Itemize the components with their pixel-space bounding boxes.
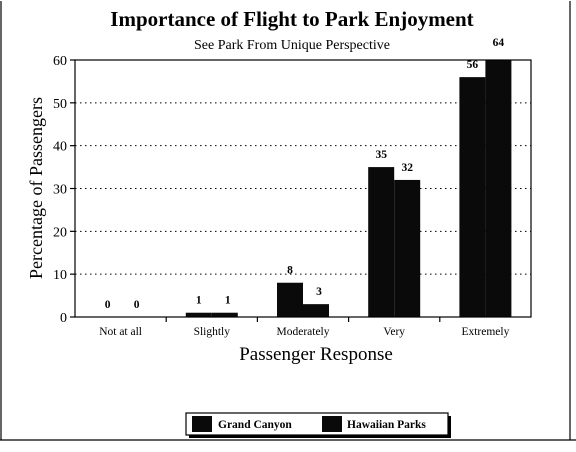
bar-value-label: 64 bbox=[493, 37, 505, 49]
y-axis-label: Percentage of Passengers bbox=[26, 97, 46, 279]
legend-box bbox=[185, 412, 449, 436]
bar-grand-canyon bbox=[277, 282, 303, 317]
legend-label-hawaiian-parks: Hawaiian Parks bbox=[347, 419, 426, 431]
legend-label-grand-canyon: Grand Canyon bbox=[218, 419, 292, 431]
bar-hawaiian-parks bbox=[303, 304, 329, 317]
legend-swatch-hawaiian-parks bbox=[322, 416, 342, 432]
bar-value-label: 1 bbox=[225, 295, 231, 307]
value-labels: 0 0 1 1 8 3 35 32 56 64 bbox=[105, 37, 505, 311]
chart-title: Importance of Flight to Park Enjoyment bbox=[110, 7, 473, 31]
bar-value-label: 32 bbox=[401, 162, 413, 174]
y-tick-label: 40 bbox=[53, 140, 67, 155]
legend: Grand Canyon Hawaiian Parks bbox=[185, 412, 451, 438]
bar-value-label: 0 bbox=[105, 299, 111, 311]
x-axis-label: Passenger Response bbox=[239, 344, 393, 365]
legend-swatch-grand-canyon bbox=[192, 416, 212, 432]
x-axis-categories: Not at all Slightly Moderately Very Extremel… bbox=[99, 317, 510, 338]
y-tick-label: 50 bbox=[53, 97, 67, 112]
bar-hawaiian-parks bbox=[211, 312, 238, 317]
y-axis-ticks: 0 10 20 30 40 50 60 bbox=[53, 54, 75, 326]
bar-grand-canyon bbox=[459, 77, 486, 317]
bar-hawaiian-parks bbox=[394, 179, 421, 317]
y-tick-label: 20 bbox=[53, 225, 67, 240]
y-tick-label: 0 bbox=[60, 311, 67, 326]
plot-bars bbox=[185, 60, 512, 317]
grid-lines bbox=[75, 102, 531, 275]
bar-value-label: 3 bbox=[316, 286, 322, 298]
bar-value-label: 8 bbox=[287, 265, 293, 277]
bar-value-label: 35 bbox=[375, 149, 387, 161]
x-category-label: Moderately bbox=[276, 326, 329, 338]
chart-subtitle: See Park From Unique Perspective bbox=[194, 38, 390, 53]
x-category-label: Very bbox=[383, 326, 405, 338]
y-tick-label: 10 bbox=[53, 268, 67, 283]
plot-area-border bbox=[74, 59, 532, 318]
bar-grand-canyon bbox=[185, 312, 212, 317]
bar-value-label: 1 bbox=[196, 295, 202, 307]
bar-hawaiian-parks bbox=[485, 60, 512, 317]
bar-grand-canyon bbox=[368, 167, 395, 317]
y-tick-label: 60 bbox=[53, 54, 67, 69]
x-category-label: Extremely bbox=[461, 326, 509, 338]
bar-value-label: 56 bbox=[467, 59, 479, 71]
x-category-label: Not at all bbox=[99, 326, 142, 338]
x-category-label: Slightly bbox=[194, 326, 231, 338]
y-tick-label: 30 bbox=[53, 183, 67, 198]
bar-value-label: 0 bbox=[134, 299, 140, 311]
